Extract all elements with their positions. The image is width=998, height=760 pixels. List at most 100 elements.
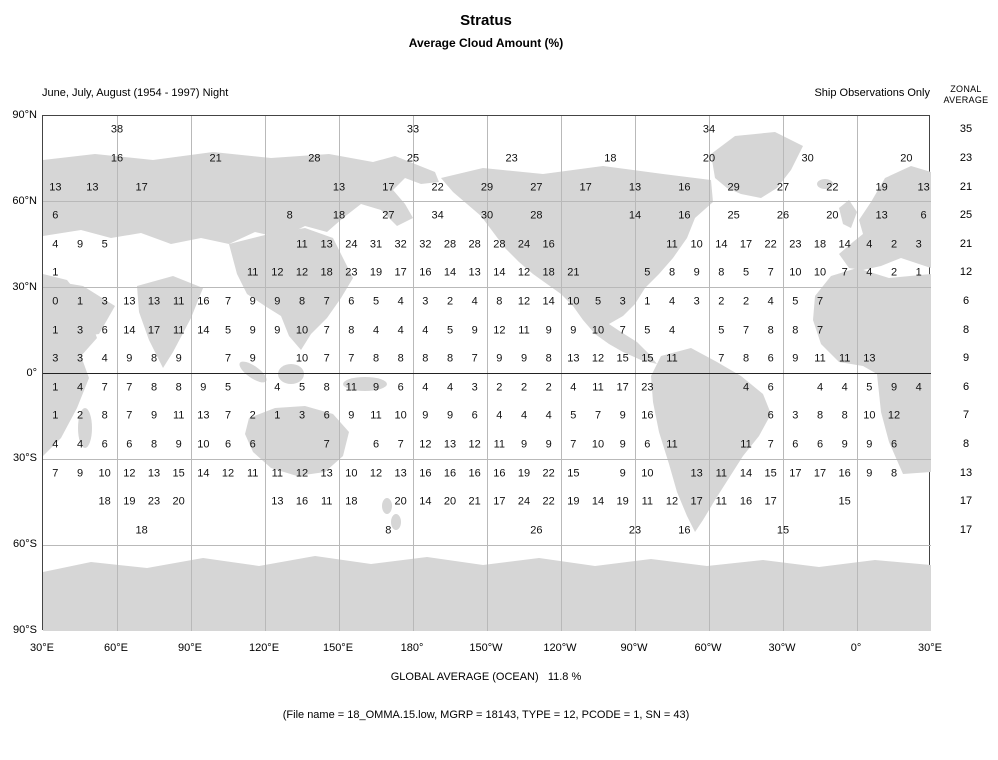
map-grid-value: 10 [591, 324, 605, 337]
map-grid-value: 11 [715, 495, 728, 508]
map-grid-value: 7 [126, 409, 133, 422]
map-grid-value: 17 [579, 181, 592, 194]
map-grid-value: 29 [480, 181, 494, 194]
map-grid-value: 13 [628, 181, 642, 194]
map-grid-value: 9 [76, 467, 84, 480]
lat-axis-label: 90°N [12, 109, 37, 121]
map-grid-value: 8 [668, 266, 676, 279]
map-grid-value: 3 [101, 295, 108, 308]
map-grid-value: 17 [382, 181, 395, 194]
zonal-average-value: 23 [959, 151, 973, 164]
map-grid-value: 11 [666, 352, 678, 365]
map-grid-value: 9 [200, 381, 207, 394]
map-grid-value: 2 [890, 238, 898, 251]
map-grid-value: 7 [471, 352, 478, 365]
map-grid-value: 13 [468, 266, 481, 279]
map-grid-value: 13 [147, 295, 161, 308]
landmass-japan [295, 234, 323, 270]
map-grid-value: 6 [224, 438, 232, 451]
map-grid-value: 8 [545, 352, 552, 365]
map-grid-value: 19 [369, 266, 383, 279]
map-grid-value: 11 [715, 467, 728, 480]
map-grid-value: 16 [542, 238, 555, 251]
map-grid-value: 8 [150, 438, 158, 451]
map-grid-value: 38 [110, 123, 124, 136]
map-grid-value: 16 [110, 152, 124, 165]
map-grid-value: 16 [678, 524, 691, 537]
map-grid-value: 27 [530, 181, 543, 194]
map-grid-value: 9 [372, 381, 380, 394]
map-grid-value: 16 [419, 467, 432, 480]
map-grid-value: 27 [776, 181, 790, 194]
map-grid-value: 20 [172, 495, 185, 508]
zonal-average-header-line2: AVERAGE [943, 95, 989, 105]
map-grid-value: 12 [419, 438, 432, 451]
map-grid-value: 19 [875, 181, 888, 194]
map-grid-value: 12 [295, 467, 309, 480]
map-grid-value: 1 [52, 409, 59, 422]
map-grid-value: 2 [718, 295, 725, 308]
map-grid-value: 9 [520, 438, 528, 451]
map-grid-value: 4 [372, 324, 380, 337]
zonal-average-value: 6 [962, 294, 970, 307]
map-grid-value: 3 [76, 352, 84, 365]
map-grid-value: 5 [446, 324, 454, 337]
map-grid-value: 5 [792, 295, 799, 308]
map-grid-value: 4 [274, 381, 281, 394]
map-grid-value: 8 [286, 209, 293, 222]
map-grid-value: 4 [101, 352, 108, 365]
landmass-eurasia [43, 152, 439, 244]
landmass-new-guinea [343, 377, 387, 391]
map-grid-value: 9 [422, 409, 429, 422]
lat-axis-label: 30°S [13, 452, 37, 465]
map-grid-value: 25 [406, 152, 420, 165]
map-grid-value: 16 [641, 409, 654, 422]
map-grid-value: 11 [172, 324, 185, 337]
map-grid-value: 10 [567, 295, 580, 308]
zonal-average-header: ZONAL AVERAGE [936, 84, 996, 106]
map-grid-value: 20 [826, 209, 839, 222]
map-grid-value: 4 [866, 238, 873, 251]
map-grid-value: 17 [135, 181, 148, 194]
chart-title: Stratus [460, 12, 512, 29]
landmass-iceland [817, 179, 833, 189]
map-grid-value: 11 [345, 381, 358, 394]
lon-axis-label: 60°W [694, 642, 722, 654]
map-grid-value: 16 [678, 209, 691, 222]
map-grid-value: 9 [446, 409, 454, 422]
map-grid-value: 12 [493, 324, 506, 337]
map-grid-value: 11 [296, 238, 308, 251]
map-grid-value: 16 [678, 181, 691, 194]
map-grid-value: 8 [101, 409, 108, 422]
map-grid-value: 2 [890, 266, 898, 279]
map-grid-value: 11 [246, 467, 259, 480]
file-info-text: (File name = 18_OMMA.15.low, MGRP = 1814… [282, 709, 690, 721]
map-grid-value: 18 [332, 209, 346, 222]
map-grid-value: 13 [49, 181, 62, 194]
map-grid-value: 6 [471, 409, 478, 422]
landmass-arabia [47, 280, 115, 338]
map-grid-value: 11 [172, 409, 185, 422]
map-grid-value: 24 [345, 238, 358, 251]
map-grid-value: 23 [147, 495, 161, 508]
map-grid-value: 5 [298, 381, 306, 394]
map-grid-value: 7 [841, 266, 848, 279]
map-grid-value: 8 [348, 324, 355, 337]
map-grid-value: 11 [271, 467, 284, 480]
lon-axis-label: 150°W [469, 642, 503, 654]
map-grid-value: 8 [385, 524, 392, 537]
map-grid-value: 6 [126, 438, 133, 451]
map-grid-value: 6 [792, 438, 799, 451]
map-grid-value: 6 [397, 381, 404, 394]
map-grid-value: 10 [295, 324, 309, 337]
map-grid-value: 7 [323, 352, 330, 365]
map-grid-value: 14 [197, 467, 210, 480]
map-grid-value: 8 [792, 324, 799, 337]
map-grid-value: 14 [419, 495, 432, 508]
map-grid-value: 1 [915, 266, 922, 279]
map-grid-value: 2 [446, 295, 454, 308]
map-grid-value: 7 [816, 324, 824, 337]
lat-axis-label: 30°N [12, 280, 37, 293]
map-grid-value: 17 [493, 495, 506, 508]
map-grid-value: 7 [323, 295, 330, 308]
